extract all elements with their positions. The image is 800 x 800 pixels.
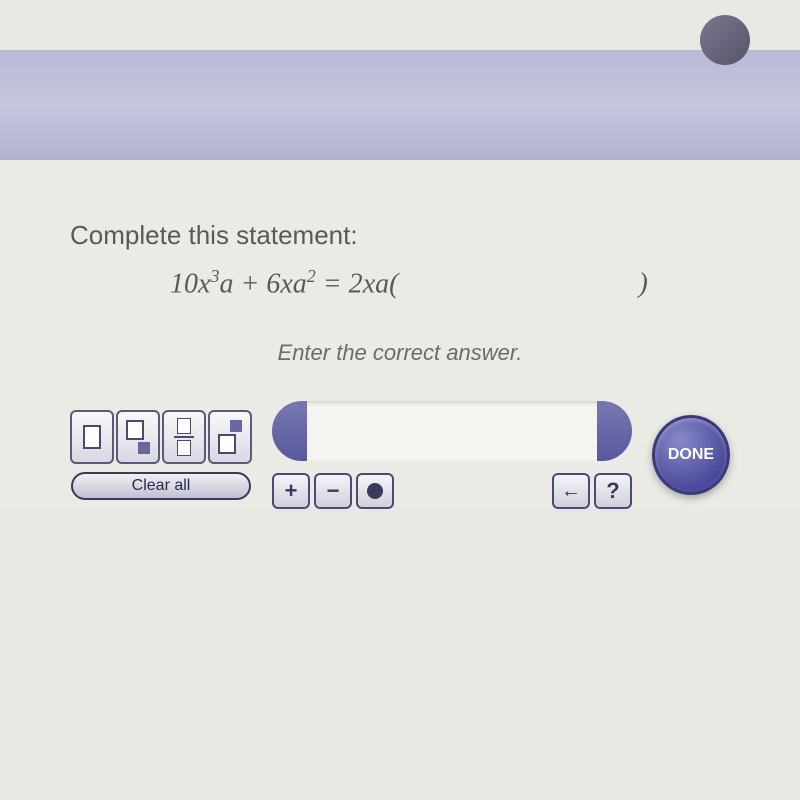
clear-all-button[interactable]: Clear all (71, 472, 251, 500)
dot-icon (367, 483, 383, 499)
operator-buttons-left: + − (272, 473, 394, 509)
answer-input[interactable] (272, 401, 632, 461)
done-button[interactable]: DONE (652, 415, 730, 495)
format-exponent-button[interactable] (208, 410, 252, 464)
help-button[interactable]: ? (594, 473, 632, 509)
format-controls: Clear all (70, 410, 252, 500)
format-box-button[interactable] (70, 410, 114, 464)
format-fraction-button[interactable] (162, 410, 206, 464)
answer-instruction: Enter the correct answer. (70, 340, 730, 366)
minus-button[interactable]: − (314, 473, 352, 509)
format-subscript-button[interactable] (116, 410, 160, 464)
top-bar (0, 0, 800, 50)
operator-buttons-right: ← ? (552, 473, 632, 509)
question-content: Complete this statement: 10x3a + 6xa2 = … (0, 160, 800, 509)
dot-button[interactable] (356, 473, 394, 509)
backspace-button[interactable]: ← (552, 473, 590, 509)
back-arrow-icon: ← (561, 480, 581, 503)
navigation-bar (0, 50, 800, 160)
equation-display: 10x3a + 6xa2 = 2xa() (170, 266, 730, 300)
input-row: Clear all + − ← ? DONE (70, 401, 730, 509)
format-button-group (70, 410, 252, 464)
plus-button[interactable]: + (272, 473, 310, 509)
question-prompt: Complete this statement: (70, 220, 730, 251)
operator-buttons-row: + − ← ? (272, 473, 632, 509)
status-indicator-circle (700, 15, 750, 65)
answer-input-area: + − ← ? (272, 401, 632, 509)
